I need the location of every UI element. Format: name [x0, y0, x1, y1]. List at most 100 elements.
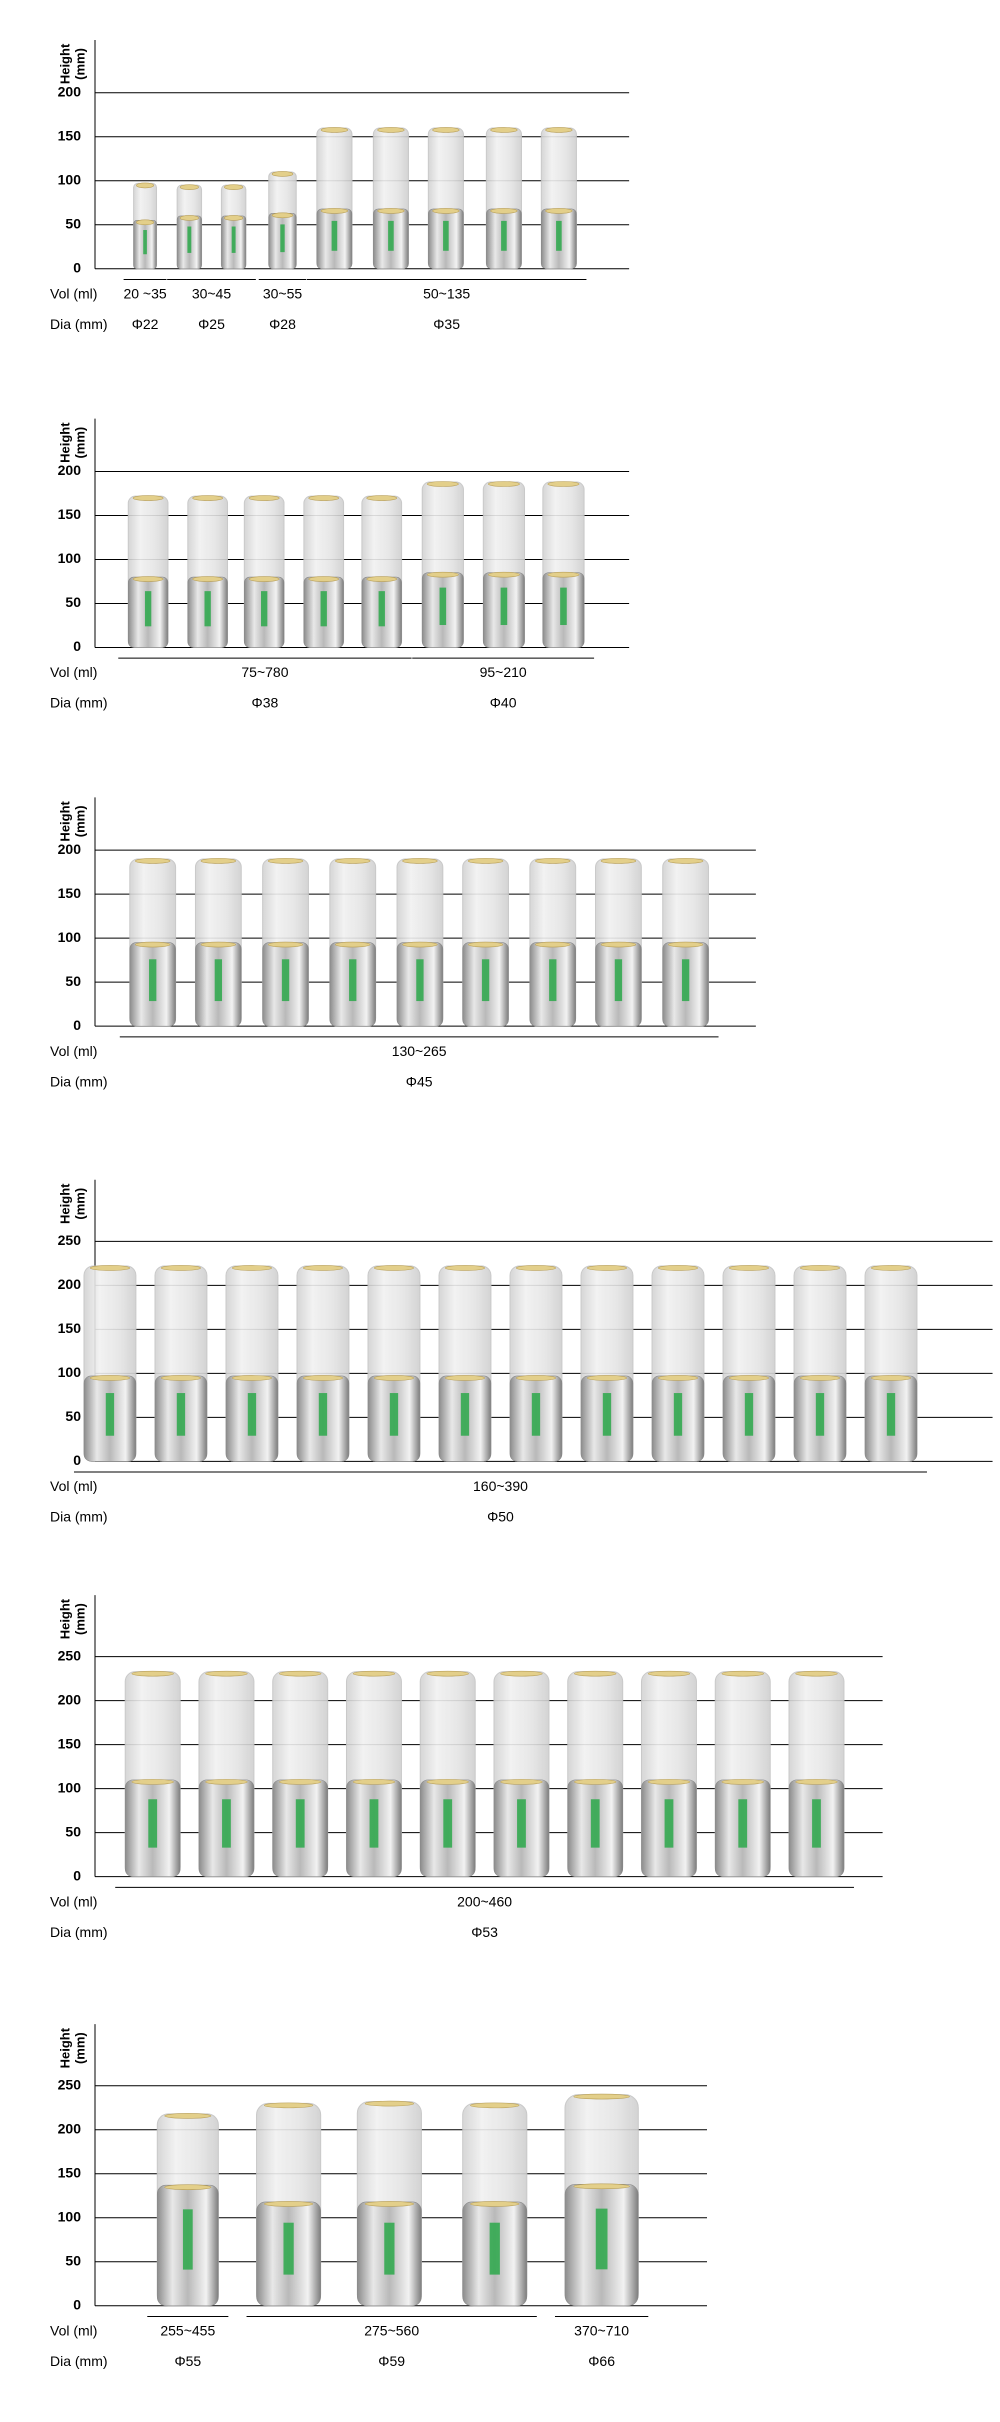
body-cap	[364, 2201, 415, 2207]
group-vol: 255~455	[160, 2322, 215, 2338]
group-dia: Φ59	[378, 2353, 405, 2369]
can-cap	[364, 2100, 415, 2107]
can-cap	[200, 858, 237, 864]
body-cap	[667, 941, 704, 948]
can-cap	[470, 2102, 520, 2109]
body-cap	[132, 576, 164, 582]
body-cap	[467, 941, 504, 948]
logo	[260, 591, 268, 627]
logo	[176, 1393, 186, 1436]
y-tick-label: 50	[65, 1823, 81, 1839]
y-tick-label: 100	[58, 929, 82, 945]
y-tick-label: 50	[65, 973, 81, 989]
y-tick-label: 50	[65, 1408, 81, 1424]
can-cap	[248, 495, 280, 501]
y-tick-label: 100	[58, 1364, 82, 1380]
logo	[602, 1393, 612, 1436]
y-tick-label: 150	[58, 885, 82, 901]
y-tick-label: 0	[73, 1867, 81, 1883]
y-tick-label: 0	[73, 2296, 81, 2312]
y-tick-label: 150	[58, 1735, 82, 1751]
can-cap	[267, 858, 304, 864]
can-cap	[728, 1265, 770, 1271]
y-tick-label: 150	[58, 506, 82, 522]
group-dia: Φ55	[174, 2353, 201, 2369]
logo	[815, 1393, 825, 1436]
logo	[560, 587, 567, 626]
logo	[517, 1799, 526, 1848]
can-cap	[426, 481, 459, 487]
logo	[738, 1799, 748, 1848]
group-vol: 30~55	[263, 285, 303, 301]
body-cap	[302, 1375, 343, 1381]
y-tick-label: 0	[73, 1452, 81, 1468]
can-cap	[647, 1670, 691, 1677]
group-dia: Φ38	[252, 695, 279, 711]
logo	[295, 1799, 305, 1848]
body-cap	[470, 2201, 520, 2207]
body-cap	[535, 941, 571, 948]
group-dia: Φ53	[471, 1924, 498, 1940]
body-cap	[248, 576, 280, 582]
logo	[384, 2222, 395, 2275]
vol-label: Vol (ml)	[50, 664, 97, 680]
body-cap	[586, 1375, 628, 1381]
vol-label: Vol (ml)	[50, 1043, 97, 1059]
logo	[280, 224, 285, 253]
dia-label: Dia (mm)	[50, 695, 108, 711]
can-cap	[366, 495, 398, 501]
can-cap	[224, 184, 244, 190]
body-cap	[136, 219, 155, 226]
can-cap	[586, 1265, 628, 1271]
body-cap	[377, 208, 405, 214]
y-tick-label: 100	[58, 171, 82, 187]
body-cap	[160, 1375, 201, 1381]
y-tick-label: 100	[58, 1779, 82, 1795]
can-cap	[426, 1670, 469, 1677]
body-cap	[192, 576, 224, 582]
logo	[886, 1393, 896, 1436]
y-tick-label: 200	[58, 83, 82, 99]
body-cap	[545, 208, 573, 214]
y-tick-label: 200	[58, 2120, 82, 2136]
y-axis-label: Height	[57, 1183, 72, 1224]
logo	[349, 959, 357, 1002]
vol-label: Vol (ml)	[50, 1893, 97, 1909]
logo	[500, 587, 508, 626]
y-axis-label: Height	[57, 800, 72, 841]
logo	[149, 959, 157, 1002]
can-cap	[263, 2102, 314, 2109]
can-cap	[402, 858, 438, 864]
logo	[614, 959, 623, 1002]
body-cap	[402, 941, 438, 948]
logo	[281, 959, 290, 1002]
can-cap	[271, 171, 294, 177]
logo	[460, 1393, 470, 1436]
y-axis-label: (mm)	[72, 2032, 87, 2064]
logo	[388, 220, 394, 251]
dia-label: Dia (mm)	[50, 1073, 108, 1089]
y-tick-label: 0	[73, 259, 81, 275]
y-tick-label: 0	[73, 638, 81, 654]
body-cap	[795, 1779, 838, 1785]
logo	[222, 1799, 231, 1848]
can-cap	[500, 1670, 543, 1677]
y-tick-label: 250	[58, 1647, 82, 1663]
body-cap	[231, 1375, 272, 1381]
logo	[320, 591, 327, 627]
can-cap	[870, 1265, 912, 1271]
logo	[283, 2222, 294, 2275]
y-axis-label: (mm)	[72, 1188, 87, 1220]
logo	[590, 1799, 600, 1848]
logo	[105, 1393, 115, 1436]
can-cap	[487, 481, 520, 487]
y-tick-label: 200	[58, 1691, 82, 1707]
y-tick-label: 100	[58, 2208, 82, 2224]
can-cap	[308, 495, 340, 501]
group-vol: 160~390	[473, 1478, 528, 1494]
can-cap	[131, 1670, 174, 1677]
body-cap	[647, 1779, 691, 1785]
logo	[231, 226, 236, 253]
body-cap	[573, 2183, 630, 2190]
